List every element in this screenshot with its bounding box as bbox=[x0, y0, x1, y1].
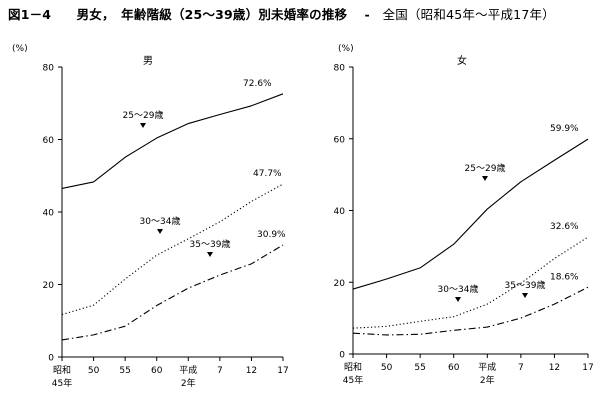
y-tick-label: 40 bbox=[43, 209, 55, 219]
end-value-label: 47.7% bbox=[253, 169, 282, 179]
x-tick-label: 17 bbox=[582, 363, 593, 373]
x-tick-label: 55 bbox=[414, 363, 425, 373]
x-tick-label-secondary: 2年 bbox=[480, 374, 495, 386]
x-tick-label: 平成 bbox=[179, 364, 197, 376]
figure-subtitle: 全国（昭和45年～平成17年） bbox=[382, 7, 555, 22]
end-value-label: 59.9% bbox=[550, 124, 579, 134]
x-tick-label-secondary: 2年 bbox=[181, 377, 196, 389]
series-line-2 bbox=[352, 236, 589, 329]
series-line-3 bbox=[61, 244, 284, 341]
series-label: 35～39歳 bbox=[190, 238, 231, 250]
series-pointer-icon bbox=[522, 293, 528, 298]
y-tick-label: 40 bbox=[334, 207, 346, 217]
series-line-1 bbox=[352, 138, 589, 290]
x-tick-label: 50 bbox=[88, 366, 100, 376]
x-tick-label: 60 bbox=[448, 363, 460, 373]
series-label: 35～39歳 bbox=[505, 279, 546, 291]
series-line-1 bbox=[61, 93, 284, 189]
end-value-label: 18.6% bbox=[550, 272, 579, 282]
end-value-label: 32.6% bbox=[550, 222, 579, 232]
x-tick-label: 7 bbox=[217, 366, 223, 376]
series-label: 30～34歳 bbox=[438, 283, 479, 295]
panel-title: 女 bbox=[457, 54, 467, 67]
x-tick-label-secondary: 45年 bbox=[343, 374, 363, 386]
y-axis-label: (%) bbox=[12, 44, 28, 54]
series-label: 30～34歳 bbox=[140, 215, 181, 227]
x-tick-label: 12 bbox=[549, 363, 560, 373]
x-tick-label-secondary: 45年 bbox=[52, 377, 72, 389]
series-label: 25～29歳 bbox=[123, 109, 164, 121]
x-tick-label: 12 bbox=[246, 366, 257, 376]
series-pointer-icon bbox=[207, 252, 213, 257]
y-tick-label: 80 bbox=[43, 64, 55, 74]
figure-title: 図1－4 男女， 年齢階級（25～39歳）別未婚率の推移 - 全国（昭和45年～… bbox=[8, 4, 555, 23]
y-tick-label: 60 bbox=[43, 136, 55, 146]
x-tick-label: 50 bbox=[381, 363, 393, 373]
x-tick-label: 昭和 bbox=[344, 362, 362, 373]
series-pointer-icon bbox=[455, 297, 461, 302]
y-tick-label: 0 bbox=[339, 351, 345, 361]
panel-title: 男 bbox=[143, 55, 153, 67]
series-line-2 bbox=[61, 183, 284, 316]
y-tick-label: 20 bbox=[43, 281, 55, 291]
y-tick-label: 80 bbox=[334, 64, 346, 74]
x-tick-label: 7 bbox=[518, 363, 524, 373]
x-tick-label: 昭和 bbox=[53, 365, 71, 376]
y-tick-label: 0 bbox=[48, 354, 54, 364]
y-tick-label: 60 bbox=[334, 135, 346, 145]
y-tick-label: 20 bbox=[334, 279, 346, 289]
end-value-label: 30.9% bbox=[257, 230, 286, 240]
end-value-label: 72.6% bbox=[243, 79, 272, 89]
x-tick-label: 60 bbox=[151, 366, 163, 376]
series-pointer-icon bbox=[157, 229, 163, 234]
y-axis-label: (%) bbox=[338, 44, 354, 54]
series-pointer-icon bbox=[140, 123, 146, 128]
series-line-3 bbox=[352, 286, 589, 336]
series-label: 25～29歳 bbox=[465, 162, 506, 174]
x-tick-label: 平成 bbox=[478, 361, 496, 373]
x-tick-label: 55 bbox=[119, 366, 130, 376]
series-pointer-icon bbox=[482, 176, 488, 181]
x-tick-label: 17 bbox=[277, 366, 288, 376]
figure-title-main: 図1－4 男女， 年齢階級（25～39歳）別未婚率の推移 - bbox=[8, 7, 383, 22]
